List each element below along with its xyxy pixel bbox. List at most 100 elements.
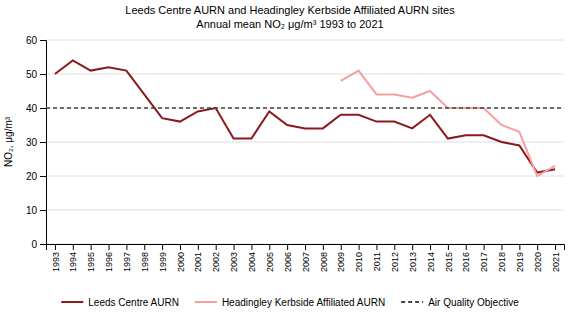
grid (46, 40, 564, 244)
y-tick: 20 (26, 171, 46, 182)
x-tick-mark (287, 244, 288, 250)
x-tick: 2021 (551, 244, 561, 272)
x-tick-mark (162, 244, 163, 250)
x-tick-label: 1998 (140, 252, 150, 272)
x-tick: 2013 (408, 244, 418, 272)
legend: Leeds Centre AURN Headingley Kerbside Aff… (61, 297, 519, 308)
x-tick-label: 2020 (533, 252, 543, 272)
x-tick-label: 2009 (336, 252, 346, 272)
x-tick-mark (412, 244, 413, 250)
x-tick: 2016 (461, 244, 471, 272)
series-line (55, 60, 555, 172)
title: Leeds Centre AURN and Headingley Kerbsid… (125, 4, 455, 16)
grid-line (46, 40, 564, 41)
x-tick: 1999 (158, 244, 168, 272)
x-tick-label: 1996 (104, 252, 114, 272)
x-tick-label: 2015 (444, 252, 454, 272)
legend-item: Air Quality Objective (401, 297, 519, 308)
x-tick-mark (216, 244, 217, 250)
x-tick-label: 2014 (426, 252, 436, 272)
y-tick-label: 30 (26, 137, 38, 148)
legend-item: Headingley Kerbside Affiliated AURN (195, 297, 385, 308)
grid-line (46, 210, 564, 211)
x-tick: 2019 (515, 244, 525, 272)
x-tick: 1994 (68, 244, 78, 272)
y-tick: 50 (26, 69, 46, 80)
y-tick-mark (40, 142, 46, 143)
legend-label: Air Quality Objective (428, 297, 519, 308)
x-tick-label: 2018 (497, 252, 507, 272)
x-tick-mark (376, 244, 377, 250)
x-tick-mark (448, 244, 449, 250)
x-tick: 2007 (301, 244, 311, 272)
x-tick-label: 2016 (461, 252, 471, 272)
x-tick: 1993 (51, 244, 61, 272)
grid-line (46, 142, 564, 143)
legend-item: Leeds Centre AURN (61, 297, 179, 308)
y-tick: 0 (31, 239, 46, 250)
grid-line (46, 74, 564, 75)
x-tick: 2008 (319, 244, 329, 272)
x-tick: 2006 (283, 244, 293, 272)
x-tick-label: 2017 (479, 252, 489, 272)
x-tick-mark (537, 244, 538, 250)
x-tick: 2000 (176, 244, 186, 272)
y-tick: 30 (26, 137, 46, 148)
x-tick-mark (251, 244, 252, 250)
y-tick-label: 50 (26, 69, 38, 80)
x-tick-label: 2007 (301, 252, 311, 272)
y-axis-line (40, 41, 47, 245)
x-tick-mark (359, 244, 360, 250)
y-tick: 10 (26, 205, 46, 216)
x-tick: 1996 (104, 244, 114, 272)
x-tick-label: 2006 (283, 252, 293, 272)
grid-line (46, 108, 564, 109)
x-tick-mark (341, 244, 342, 250)
x-tick-mark (73, 244, 74, 250)
y-axis-title: NO₂, μg/m³ (3, 116, 14, 167)
x-tick: 2002 (211, 244, 221, 272)
x-tick: 2003 (229, 244, 239, 272)
grid-line (46, 176, 564, 177)
x-tick: 1998 (140, 244, 150, 272)
y-tick-label: 60 (26, 35, 38, 46)
y-tick: 40 (26, 103, 46, 114)
x-tick-label: 2004 (247, 252, 257, 272)
x-tick-label: 2012 (390, 252, 400, 272)
subtitle: Annual mean NO₂ μg/m³ 1993 to 2021 (196, 18, 383, 30)
y-tick-mark (40, 210, 46, 211)
y-tick-mark (40, 108, 46, 109)
x-tick-mark (323, 244, 324, 250)
plot: 0102030405060199319941995199619971998199… (26, 35, 565, 272)
x-tick-mark (430, 244, 431, 250)
x-tick: 2014 (426, 244, 436, 272)
x-tick-label: 2013 (408, 252, 418, 272)
x-tick-label: 2003 (229, 252, 239, 272)
x-tick-mark (144, 244, 145, 250)
x-tick-label: 2010 (354, 252, 364, 272)
x-tick-mark (466, 244, 467, 250)
x-tick: 2004 (247, 244, 257, 272)
marks (46, 60, 564, 176)
x-tick: 2010 (354, 244, 364, 272)
x-tick: 1997 (122, 244, 132, 272)
x-tick-label: 1997 (122, 252, 132, 272)
x-tick: 2018 (497, 244, 507, 272)
x-tick-label: 2001 (193, 252, 203, 272)
x-tick-label: 2005 (265, 252, 275, 272)
legend-label: Headingley Kerbside Affiliated AURN (222, 297, 385, 308)
y-tick-label: 40 (26, 103, 38, 114)
y-tick-label: 0 (31, 239, 37, 250)
x-tick-mark (55, 244, 56, 250)
y-tick: 60 (26, 35, 46, 46)
chart: Leeds Centre AURN and Headingley Kerbsid… (0, 0, 580, 312)
x-tick-mark (484, 244, 485, 250)
x-tick-mark (394, 244, 395, 250)
x-tick-label: 2019 (515, 252, 525, 272)
y-tick-mark (40, 74, 46, 75)
x-tick-label: 1993 (51, 252, 61, 272)
x-tick-label: 2002 (211, 252, 221, 272)
x-tick-mark (198, 244, 199, 250)
x-tick: 2009 (336, 244, 346, 272)
x-tick-label: 2008 (319, 252, 329, 272)
